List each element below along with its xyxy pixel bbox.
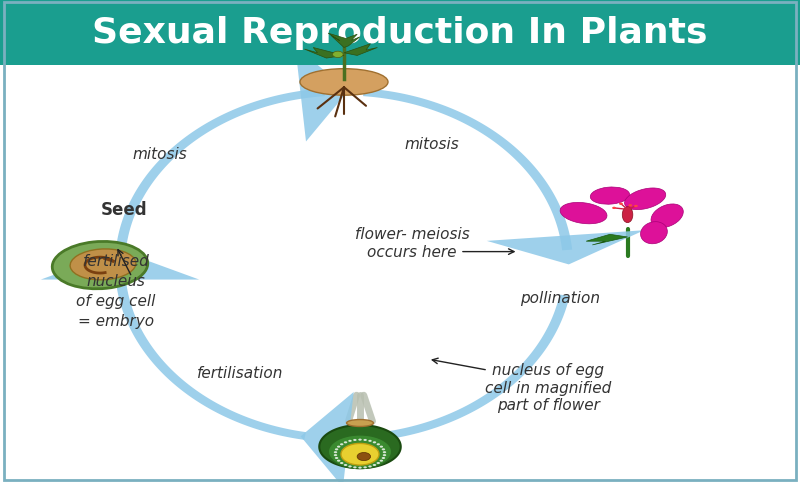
Circle shape xyxy=(379,446,383,448)
Text: mitosis: mitosis xyxy=(405,137,459,152)
Ellipse shape xyxy=(625,188,666,210)
Circle shape xyxy=(334,454,338,456)
Circle shape xyxy=(335,457,338,459)
Polygon shape xyxy=(586,234,627,245)
Text: flower- meiosis
occurs here: flower- meiosis occurs here xyxy=(354,227,470,260)
Polygon shape xyxy=(319,425,401,468)
Polygon shape xyxy=(295,46,348,141)
Polygon shape xyxy=(341,443,379,465)
Circle shape xyxy=(358,467,362,469)
Circle shape xyxy=(337,460,341,462)
Circle shape xyxy=(382,448,385,450)
Circle shape xyxy=(628,204,632,206)
Text: mitosis: mitosis xyxy=(133,147,187,162)
Circle shape xyxy=(340,443,343,445)
Circle shape xyxy=(382,457,385,459)
Polygon shape xyxy=(328,435,392,469)
Ellipse shape xyxy=(52,241,148,289)
Circle shape xyxy=(377,443,380,445)
Circle shape xyxy=(357,453,370,461)
Circle shape xyxy=(335,448,338,450)
Text: pollination: pollination xyxy=(520,291,600,307)
Polygon shape xyxy=(115,265,306,440)
Text: Sexual Reproduction In Plants: Sexual Reproduction In Plants xyxy=(92,16,708,50)
Ellipse shape xyxy=(560,202,607,224)
Circle shape xyxy=(353,439,357,441)
Circle shape xyxy=(619,202,623,205)
Polygon shape xyxy=(344,44,378,55)
Text: nucleus of egg
cell in magnified
part of flower: nucleus of egg cell in magnified part of… xyxy=(485,363,611,413)
Circle shape xyxy=(348,466,352,468)
Text: fertilisation: fertilisation xyxy=(197,366,283,381)
Circle shape xyxy=(363,439,367,441)
Circle shape xyxy=(373,464,376,466)
Circle shape xyxy=(379,460,383,462)
Polygon shape xyxy=(328,33,360,47)
Circle shape xyxy=(373,442,376,443)
Circle shape xyxy=(348,440,352,442)
Text: fertilised
nucleus
of egg cell
= embryo: fertilised nucleus of egg cell = embryo xyxy=(76,254,156,329)
Circle shape xyxy=(337,446,341,448)
Polygon shape xyxy=(116,88,325,250)
Circle shape xyxy=(363,466,367,469)
Circle shape xyxy=(340,462,343,464)
Circle shape xyxy=(634,205,638,207)
Ellipse shape xyxy=(70,249,136,280)
Ellipse shape xyxy=(300,68,388,95)
Polygon shape xyxy=(324,295,570,442)
Ellipse shape xyxy=(641,222,667,244)
FancyBboxPatch shape xyxy=(0,0,800,65)
Circle shape xyxy=(358,439,362,441)
Polygon shape xyxy=(487,230,644,265)
Text: Seed: Seed xyxy=(101,201,147,219)
Polygon shape xyxy=(41,251,199,280)
Circle shape xyxy=(377,462,380,464)
Circle shape xyxy=(368,466,372,468)
Circle shape xyxy=(382,451,386,453)
Ellipse shape xyxy=(651,204,683,228)
Ellipse shape xyxy=(622,207,633,223)
Circle shape xyxy=(368,440,372,442)
Polygon shape xyxy=(363,88,572,250)
Circle shape xyxy=(612,207,616,209)
Polygon shape xyxy=(304,47,344,58)
Polygon shape xyxy=(301,392,354,482)
Ellipse shape xyxy=(346,419,374,427)
Circle shape xyxy=(344,442,347,443)
Circle shape xyxy=(334,451,338,453)
Ellipse shape xyxy=(590,187,630,204)
Circle shape xyxy=(333,51,343,57)
Circle shape xyxy=(353,466,357,469)
Circle shape xyxy=(344,464,347,466)
Circle shape xyxy=(382,454,386,456)
